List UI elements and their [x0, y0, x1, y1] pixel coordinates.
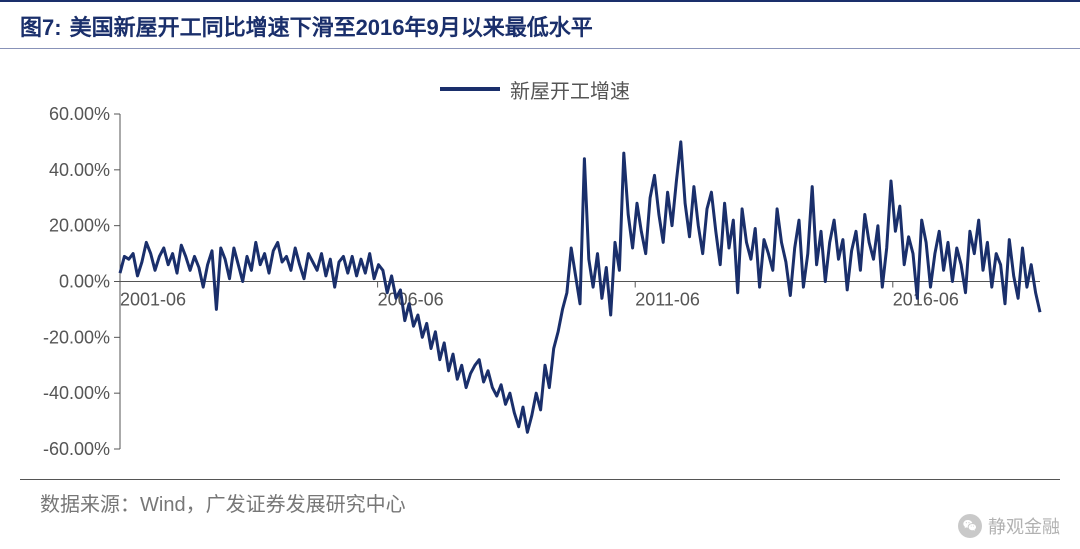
line-chart-svg: 60.00%40.00%20.00%0.00%-20.00%-40.00%-60… — [120, 114, 1040, 449]
legend: 新屋开工增速 — [20, 69, 1050, 109]
svg-text:-20.00%: -20.00% — [43, 327, 110, 347]
legend-label: 新屋开工增速 — [510, 75, 630, 104]
svg-text:20.00%: 20.00% — [49, 216, 110, 236]
chart-title-bar: 图7: 美国新屋开工同比增速下滑至2016年9月以来最低水平 — [0, 0, 1080, 49]
source-label: 数据来源： — [40, 494, 140, 516]
svg-text:2011-06: 2011-06 — [635, 290, 700, 310]
watermark-text: 静观金融 — [988, 513, 1060, 539]
svg-text:40.00%: 40.00% — [49, 160, 110, 180]
wechat-icon — [958, 514, 982, 538]
plot-area: 60.00%40.00%20.00%0.00%-20.00%-40.00%-60… — [120, 114, 1040, 449]
chart-region: 新屋开工增速 60.00%40.00%20.00%0.00%-20.00%-40… — [20, 69, 1050, 479]
watermark: 静观金融 — [958, 513, 1060, 539]
source-value: Wind，广发证券发展研究中心 — [140, 494, 406, 516]
svg-text:-60.00%: -60.00% — [43, 439, 110, 459]
figure-number: 图7: — [20, 10, 62, 42]
legend-swatch — [440, 87, 500, 91]
svg-text:60.00%: 60.00% — [49, 104, 110, 124]
svg-text:2001-06: 2001-06 — [120, 290, 186, 310]
svg-text:0.00%: 0.00% — [59, 272, 110, 292]
svg-text:2016-06: 2016-06 — [893, 290, 959, 310]
source-row: 数据来源：Wind，广发证券发展研究中心 — [0, 480, 1080, 517]
chart-title: 美国新屋开工同比增速下滑至2016年9月以来最低水平 — [70, 10, 593, 42]
svg-text:-40.00%: -40.00% — [43, 383, 110, 403]
